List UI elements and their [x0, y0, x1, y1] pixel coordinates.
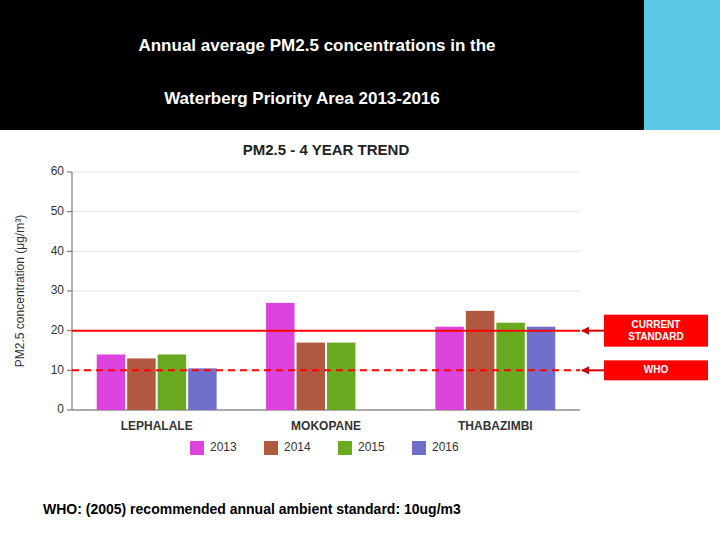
chart-root: Annual average PM2.5 concentrations in t… — [0, 0, 720, 540]
grid-line — [72, 211, 580, 212]
tick-label: 30 — [51, 283, 65, 297]
legend: 2013 2014 2015 2016 — [190, 440, 459, 455]
annotation-line: WHO — [644, 364, 669, 375]
bar — [435, 327, 463, 410]
tick-label: 40 — [51, 244, 65, 258]
bar — [466, 311, 494, 410]
tick-mark — [67, 211, 72, 212]
annotation-label: WHO — [644, 364, 669, 375]
reference-line — [72, 369, 580, 371]
legend-swatch — [264, 441, 278, 455]
grid-line — [72, 172, 580, 173]
bar — [297, 343, 325, 410]
tick-label: 50 — [51, 204, 65, 218]
y-axis-line — [72, 172, 73, 410]
annotation-line: CURRENT — [632, 318, 681, 329]
tick-mark — [67, 251, 72, 252]
grid-line — [72, 330, 580, 331]
legend-swatch — [190, 441, 204, 455]
bars — [97, 303, 556, 410]
bar — [527, 327, 555, 410]
category-label: LEPHALALE — [121, 419, 193, 433]
annotation-arrow — [582, 369, 604, 371]
legend-label: 2016 — [432, 440, 459, 454]
legend-swatch — [412, 441, 426, 455]
y-axis: 0 10 20 30 40 50 60 — [51, 164, 580, 416]
category-label: MOKOPANE — [291, 419, 361, 433]
annotation-box — [604, 315, 708, 347]
bar — [127, 358, 155, 410]
annotations: WHO CURRENTSTANDARD — [582, 315, 708, 381]
tick-label: 60 — [51, 164, 65, 178]
annotation-arrow — [582, 330, 604, 332]
legend-swatch — [338, 441, 352, 455]
bar — [158, 354, 186, 410]
legend-label: 2013 — [210, 440, 237, 454]
tick-mark — [67, 291, 72, 292]
footer-text: WHO: (2005) recommended annual ambient s… — [43, 501, 461, 517]
header-text: Waterberg Priority Area 2013-2016 — [164, 89, 440, 108]
bar — [357, 410, 385, 411]
bar — [327, 343, 355, 410]
tick-label: 0 — [57, 402, 64, 416]
reference-line — [72, 330, 580, 332]
legend-label: 2014 — [284, 440, 311, 454]
tick-label: 10 — [51, 363, 65, 377]
chart-title: PM2.5 - 4 YEAR TREND — [243, 141, 410, 158]
header-accent — [0, 0, 720, 130]
bar — [266, 303, 294, 410]
annotation-line: STANDARD — [628, 330, 683, 341]
reference-lines — [72, 331, 580, 371]
grid-line — [72, 291, 580, 292]
annotation-box — [604, 360, 708, 380]
tick-mark — [67, 410, 72, 411]
header: Annual average PM2.5 concentrations in t… — [0, 0, 720, 130]
header-text: Annual average PM2.5 concentrations in t… — [138, 36, 495, 55]
annotation-label: CURRENTSTANDARD — [628, 318, 683, 341]
tick-label: 20 — [51, 323, 65, 337]
bar — [188, 368, 216, 410]
tick-mark — [67, 172, 72, 173]
bar — [97, 354, 125, 410]
tick-mark — [67, 330, 72, 331]
legend-label: 2015 — [358, 440, 385, 454]
header-background — [0, 0, 644, 130]
bar — [496, 323, 524, 410]
category-label: THABAZIMBI — [458, 419, 533, 433]
y-axis-label: PM2.5 concentration (μg/m³) — [13, 215, 27, 367]
grid-line — [72, 251, 580, 252]
tick-mark — [67, 370, 72, 371]
